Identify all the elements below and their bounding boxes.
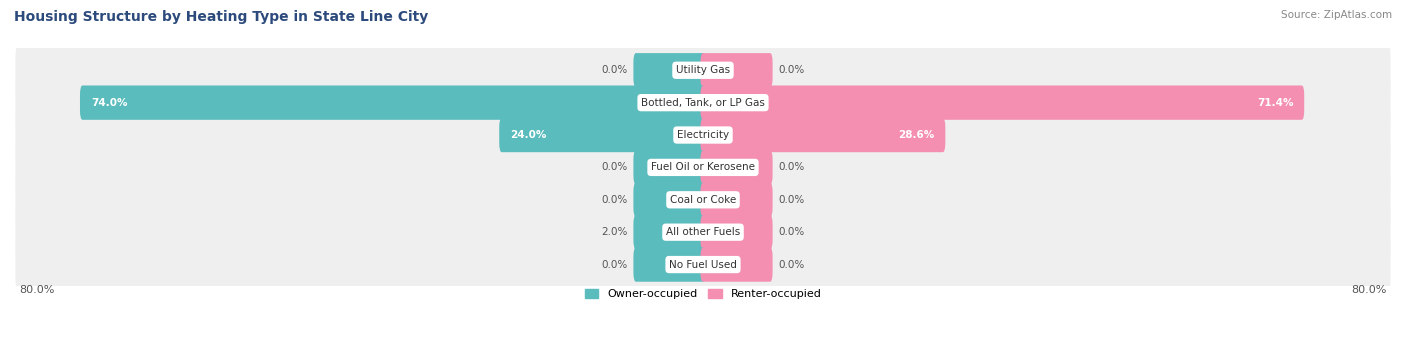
Text: 0.0%: 0.0% — [779, 65, 804, 75]
FancyBboxPatch shape — [633, 183, 706, 217]
Text: 0.0%: 0.0% — [779, 227, 804, 237]
Text: Source: ZipAtlas.com: Source: ZipAtlas.com — [1281, 10, 1392, 20]
Legend: Owner-occupied, Renter-occupied: Owner-occupied, Renter-occupied — [585, 289, 821, 299]
Text: Bottled, Tank, or LP Gas: Bottled, Tank, or LP Gas — [641, 98, 765, 108]
FancyBboxPatch shape — [700, 85, 1305, 120]
Text: Electricity: Electricity — [676, 130, 730, 140]
Text: 74.0%: 74.0% — [91, 98, 128, 108]
FancyBboxPatch shape — [499, 118, 706, 152]
Text: 0.0%: 0.0% — [779, 195, 804, 205]
FancyBboxPatch shape — [700, 183, 773, 217]
Text: Housing Structure by Heating Type in State Line City: Housing Structure by Heating Type in Sta… — [14, 10, 429, 24]
Text: 28.6%: 28.6% — [898, 130, 935, 140]
FancyBboxPatch shape — [15, 107, 1391, 163]
FancyBboxPatch shape — [15, 237, 1391, 292]
FancyBboxPatch shape — [700, 150, 773, 185]
FancyBboxPatch shape — [700, 118, 945, 152]
Text: 0.0%: 0.0% — [602, 259, 627, 270]
Text: 0.0%: 0.0% — [779, 163, 804, 172]
Text: 71.4%: 71.4% — [1257, 98, 1294, 108]
FancyBboxPatch shape — [633, 53, 706, 87]
FancyBboxPatch shape — [80, 85, 706, 120]
Text: 0.0%: 0.0% — [602, 65, 627, 75]
FancyBboxPatch shape — [15, 172, 1391, 228]
FancyBboxPatch shape — [15, 204, 1391, 260]
FancyBboxPatch shape — [15, 42, 1391, 98]
Text: No Fuel Used: No Fuel Used — [669, 259, 737, 270]
Text: Fuel Oil or Kerosene: Fuel Oil or Kerosene — [651, 163, 755, 172]
FancyBboxPatch shape — [700, 53, 773, 87]
Text: 80.0%: 80.0% — [20, 285, 55, 295]
FancyBboxPatch shape — [15, 75, 1391, 131]
Text: 0.0%: 0.0% — [602, 195, 627, 205]
FancyBboxPatch shape — [633, 248, 706, 282]
Text: 24.0%: 24.0% — [510, 130, 547, 140]
FancyBboxPatch shape — [700, 248, 773, 282]
Text: Coal or Coke: Coal or Coke — [669, 195, 737, 205]
Text: 0.0%: 0.0% — [779, 259, 804, 270]
Text: 80.0%: 80.0% — [1351, 285, 1386, 295]
Text: 2.0%: 2.0% — [602, 227, 627, 237]
Text: 0.0%: 0.0% — [602, 163, 627, 172]
FancyBboxPatch shape — [633, 150, 706, 185]
FancyBboxPatch shape — [633, 215, 706, 249]
FancyBboxPatch shape — [15, 139, 1391, 195]
Text: Utility Gas: Utility Gas — [676, 65, 730, 75]
FancyBboxPatch shape — [700, 215, 773, 249]
Text: All other Fuels: All other Fuels — [666, 227, 740, 237]
